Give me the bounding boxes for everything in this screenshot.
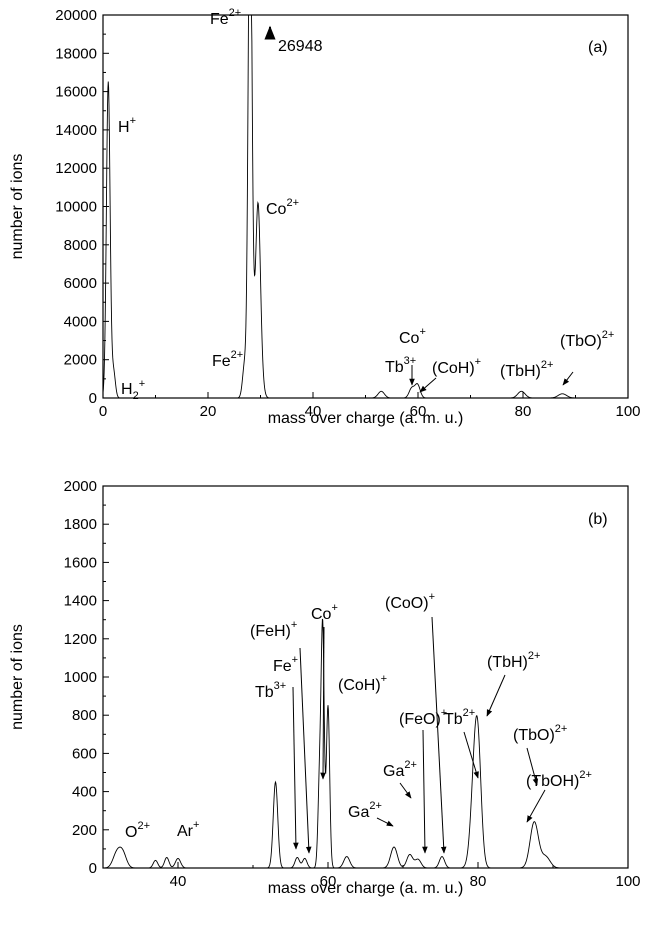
y-tick-label: 8000 [64, 237, 97, 254]
annotation-arrow [431, 616, 447, 854]
y-tick-label: 1600 [64, 554, 97, 571]
peak-annotation: Tb3+ [385, 355, 416, 376]
x-tick-label: 20 [200, 403, 217, 420]
y-axis-label: number of ions [9, 154, 26, 260]
peak-annotation: (TbH)2+ [500, 359, 553, 380]
peak-annotation: (FeH)+ [250, 619, 297, 640]
annotation-arrow [292, 686, 299, 850]
annotation-arrow [422, 729, 428, 854]
peak-annotation: Ar+ [177, 819, 199, 840]
y-axis-label: number of ions [9, 624, 26, 730]
annotation-arrow [399, 782, 412, 799]
peak-annotation: (FeO)+ [399, 707, 447, 728]
y-tick-label: 400 [72, 784, 97, 801]
y-tick-label: 800 [72, 707, 97, 724]
y-tick-label: 14000 [55, 122, 97, 139]
x-tick-label: 40 [170, 873, 187, 890]
x-tick-label: 100 [615, 873, 640, 890]
peak-annotation: Tb2+ [444, 707, 475, 728]
annotation-arrow [419, 377, 437, 393]
peak-annotation: O2+ [125, 820, 150, 841]
y-tick-label: 16000 [55, 84, 97, 101]
x-tick-label: 60 [320, 873, 337, 890]
peak-annotation: Co+ [311, 602, 338, 623]
peak-annotation: (CoH)+ [432, 356, 481, 377]
y-tick-label: 18000 [55, 45, 97, 62]
annotation-arrow [463, 731, 479, 779]
offscale-value: 26948 [278, 38, 323, 55]
peak-annotation: Tb3+ [255, 680, 286, 701]
x-tick-label: 100 [615, 403, 640, 420]
y-tick-label: 6000 [64, 275, 97, 292]
panel-a: 0 20 40 60 80 100 0 2000 4000 6000 8000 10000 12000 1… [9, 7, 641, 427]
y-tick-label: 600 [72, 745, 97, 762]
annotation-arrow [299, 647, 312, 854]
y-tick-label: 0 [89, 390, 97, 407]
x-axis-label: mass over charge (a. m. u.) [268, 410, 464, 427]
y-tick-label: 12000 [55, 160, 97, 177]
y-tick-label: 0 [89, 860, 97, 877]
peak-annotation: (TbO)2+ [560, 329, 614, 350]
peak-annotation: Fe2+ [210, 7, 241, 28]
x-tick-label: 40 [305, 403, 322, 420]
annotation-arrow [526, 789, 546, 823]
y-tick-label: 2000 [64, 478, 97, 495]
peak-annotation: (CoO)+ [385, 591, 435, 612]
x-tick-label: 80 [470, 873, 487, 890]
annotation-arrow [376, 817, 394, 827]
panel-label: (b) [588, 511, 608, 528]
x-axis-label: mass over charge (a. m. u.) [268, 880, 464, 897]
peak-annotation: (TbO)2+ [513, 723, 567, 744]
panel-b: 40 60 80 1000200400600800100012001400160018… [9, 478, 641, 897]
y-tick-label: 200 [72, 822, 97, 839]
y-tick-label: 2000 [64, 352, 97, 369]
y-tick-label: 1000 [64, 669, 97, 686]
annotation-arrow [562, 371, 574, 386]
peak-annotation: Co+ [399, 326, 426, 347]
annotation-arrow [526, 747, 539, 786]
peak-annotation: Ga2+ [348, 800, 382, 821]
annotation-arrow [486, 674, 506, 717]
peak-annotation: (TbH)2+ [487, 650, 540, 671]
peak-annotation: (TbOH)2+ [526, 769, 592, 790]
y-tick-label: 1200 [64, 631, 97, 648]
spectrum-trace [103, 15, 628, 398]
y-tick-label: 20000 [55, 7, 97, 24]
y-tick-label: 1800 [64, 516, 97, 533]
plot-frame [102, 14, 629, 399]
peak-annotation: H2+ [121, 378, 145, 402]
spectrum-trace [103, 618, 628, 868]
y-tick-label: 10000 [55, 199, 97, 216]
y-tick-label: 4000 [64, 313, 97, 330]
x-tick-label: 0 [99, 403, 107, 420]
peak-annotation: Ga2+ [383, 759, 417, 780]
y-tick-label: 1400 [64, 593, 97, 610]
annotation-arrow [320, 626, 326, 780]
peak-annotation: Co2+ [266, 197, 299, 218]
peak-annotation: (CoH)+ [338, 673, 387, 694]
peak-annotation: H+ [118, 115, 136, 136]
panel-label: (a) [588, 39, 608, 56]
x-tick-label: 60 [410, 403, 427, 420]
peak-annotation: Fe+ [273, 654, 298, 675]
peak-annotation: Fe2+ [212, 349, 243, 370]
x-tick-label: 80 [515, 403, 532, 420]
